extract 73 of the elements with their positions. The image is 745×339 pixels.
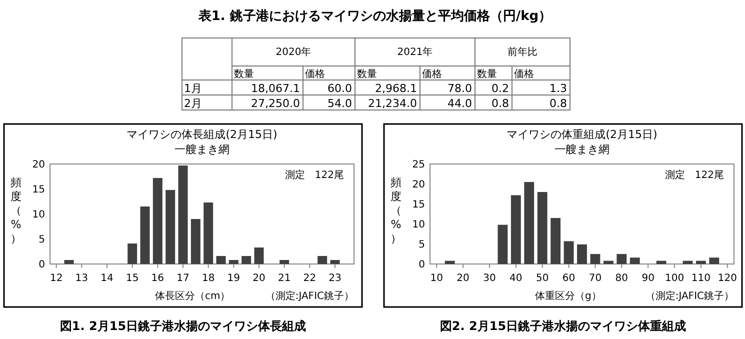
y-axis-title: 頻度（%） [390,176,402,245]
x-tick-label: 100 [664,273,684,284]
y-tick-label: 15 [32,184,45,196]
text: （測定:JAFIC銚子） [265,290,354,302]
y-tick-label: 0 [38,260,45,270]
x-tick-label: 21 [278,273,291,284]
text: 21,234.0 [368,97,417,110]
x-tick-label: 18 [202,273,215,284]
y-tick-label: 10 [32,210,45,220]
x-tick-label: 14 [100,273,114,284]
x-tick-label: 22 [303,273,316,284]
caption: 図1. 2月15日銚子港水揚のマイワシ体長組成 [60,319,306,333]
x-tick-label: 110 [691,273,711,284]
category-label: 価格 [422,68,442,80]
x-tick-label: 20 [456,273,470,284]
x-tick-label: 30 [483,273,496,284]
category-label: 2月 [184,97,202,110]
annotation: 測定 122尾 [284,169,344,181]
text: （測定:JAFIC銚子） [645,290,734,302]
x-tick-label: 12 [50,273,63,284]
chart-title: マイワシの体長組成(2月15日) [126,128,278,141]
x-axis-title: 体重区分（g） [535,290,602,302]
category-label: 数量 [477,69,497,80]
y-tick-label: 5 [418,240,425,250]
category-label: 数量 [357,69,377,80]
x-tick-label: 15 [126,273,139,284]
text: 54.0 [328,97,352,110]
text: 0.2 [492,82,509,95]
chart-title: マイワシの体重組成(2月15日) [506,128,658,141]
x-axis-title: 体長区分（cm） [155,290,230,302]
y-tick-label: 0 [418,260,425,270]
x-tick-label: 16 [151,273,164,284]
text: 2020年 [276,46,312,58]
annotation: 測定 122尾 [664,169,724,181]
category-label: 1月 [184,82,202,95]
text: 表1. 銚子港におけるマイワシの水揚量と平均価格（円/kg） [197,9,552,24]
x-tick-label: 20 [252,273,266,284]
y-axis-title: 頻度（%） [10,176,22,245]
y-tick-label: 10 [412,220,425,230]
text: 18,067.1 [251,82,300,95]
y-tick-label: 25 [412,160,425,170]
text: 27,250.0 [251,97,300,110]
text: 0.8 [550,97,567,110]
text: 2,968.1 [375,82,417,95]
x-tick-label: 10 [430,273,443,284]
x-tick-label: 80 [615,273,628,284]
x-tick-label: 40 [510,273,522,284]
y-tick-label: 20 [412,180,425,190]
chart-subtitle: 一艘まき網 [554,143,610,156]
text: 44.0 [448,97,472,110]
x-tick-label: 70 [588,273,602,284]
x-tick-label: 120 [718,273,737,284]
x-tick-label: 13 [75,273,88,284]
category-label: 価格 [305,68,325,80]
x-tick-label: 50 [536,273,549,284]
x-tick-label: 17 [176,273,190,284]
y-tick-label: 15 [412,200,425,210]
x-tick-label: 90 [642,273,654,284]
x-tick-label: 60 [562,273,576,284]
y-tick-label: 5 [38,234,45,246]
caption: 図2. 2月15日銚子港水揚のマイワシ体重組成 [440,319,686,333]
chart-subtitle: 一艘まき網 [174,143,230,156]
text: 78.0 [448,82,472,95]
text: 2021年 [397,46,433,58]
y-tick-label: 20 [32,160,45,170]
text: 60.0 [328,82,352,95]
text: 1.3 [550,82,567,95]
category-label: 数量 [234,69,254,80]
text: 前年比 [508,46,538,58]
text: 0.8 [492,97,509,110]
category-label: 価格 [514,68,534,80]
x-tick-label: 19 [227,273,240,284]
x-tick-label: 23 [328,273,342,284]
